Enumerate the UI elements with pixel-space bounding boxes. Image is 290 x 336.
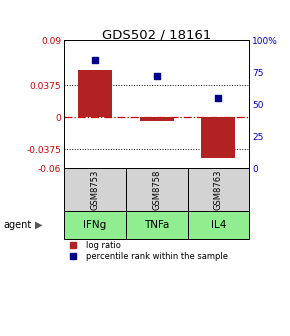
Bar [139, 117, 174, 121]
Text: agent: agent [3, 220, 31, 230]
Text: percentile rank within the sample: percentile rank within the sample [86, 252, 228, 261]
Text: ▶: ▶ [35, 220, 43, 230]
Bar [64, 211, 126, 239]
Text: log ratio: log ratio [86, 241, 121, 250]
Bar [188, 211, 249, 239]
Point [216, 95, 221, 100]
Point [93, 57, 97, 62]
Bar [78, 70, 112, 117]
Text: GSM8753: GSM8753 [90, 169, 99, 210]
Bar [126, 211, 188, 239]
Text: IFNg: IFNg [83, 220, 106, 230]
Bar [188, 168, 249, 211]
Bar [126, 168, 188, 211]
Text: GSM8763: GSM8763 [214, 169, 223, 210]
Text: GDS502 / 18161: GDS502 / 18161 [102, 29, 211, 42]
Bar [64, 168, 126, 211]
Point [154, 74, 159, 79]
Text: TNFa: TNFa [144, 220, 169, 230]
Text: IL4: IL4 [211, 220, 226, 230]
Bar [202, 117, 235, 158]
Text: GSM8758: GSM8758 [152, 169, 161, 210]
